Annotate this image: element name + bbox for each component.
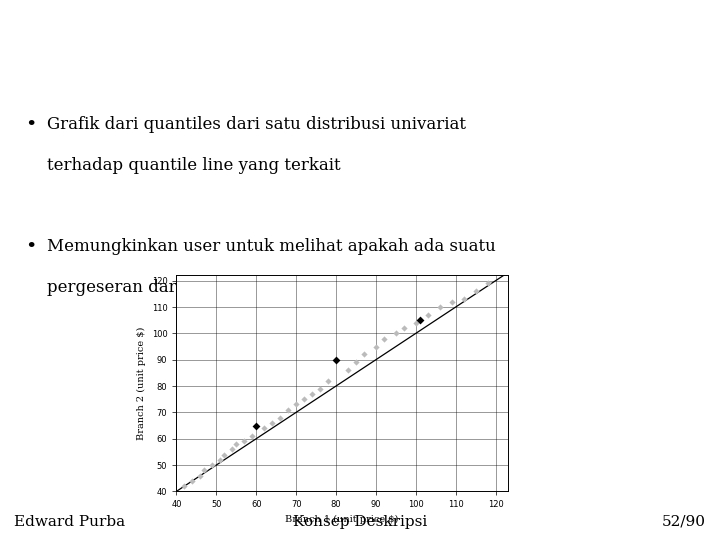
Point (434, 303, 446, 312)
Point (470, 287, 482, 295)
Text: •: • (25, 238, 37, 256)
Point (230, 440, 242, 448)
Y-axis label: Branch 2 (unit price $): Branch 2 (unit price $) (137, 327, 146, 440)
Point (482, 279, 493, 288)
Point (422, 310, 433, 319)
Text: terhadap quantile line yang terkait: terhadap quantile line yang terkait (47, 157, 341, 174)
Text: Memungkinkan user untuk melihat apakah ada suatu: Memungkinkan user untuk melihat apakah a… (47, 238, 495, 255)
Point (298, 395, 310, 403)
Point (266, 418, 278, 427)
Point (330, 355, 342, 364)
Text: Plot Quantile-Quantile: Plot Quantile-Quantile (167, 28, 553, 59)
Point (398, 324, 410, 333)
Point (315, 384, 326, 393)
Point (378, 334, 390, 343)
Point (342, 366, 354, 375)
Point (390, 329, 402, 338)
Point (219, 450, 230, 459)
Point (458, 295, 469, 303)
Point (274, 413, 286, 422)
Point (246, 432, 258, 441)
Text: 52/90: 52/90 (662, 515, 706, 529)
Point (238, 437, 250, 445)
Point (227, 445, 238, 454)
Point (306, 390, 318, 399)
Point (282, 406, 294, 414)
Point (290, 400, 302, 409)
Text: Edward Purba: Edward Purba (14, 515, 125, 529)
Point (199, 466, 210, 475)
Text: Konsep Deskripsi: Konsep Deskripsi (293, 515, 427, 529)
Point (414, 316, 426, 325)
Point (179, 482, 190, 490)
Point (215, 455, 226, 464)
Point (410, 319, 422, 327)
Point (207, 461, 218, 469)
Point (358, 350, 369, 359)
X-axis label: Branch 1 (unit price $): Branch 1 (unit price $) (285, 515, 399, 524)
Point (251, 421, 262, 430)
Text: •: • (25, 116, 37, 134)
Point (446, 298, 457, 306)
Point (258, 424, 270, 433)
Text: Grafik dari quantiles dari satu distribusi univariat: Grafik dari quantiles dari satu distribu… (47, 116, 466, 133)
Point (194, 471, 206, 480)
Text: pergeseran dari satu distribusi ke yang lain: pergeseran dari satu distribusi ke yang … (47, 279, 414, 296)
Point (370, 342, 382, 351)
Point (323, 376, 334, 385)
Point (186, 476, 198, 485)
Point (350, 358, 361, 367)
